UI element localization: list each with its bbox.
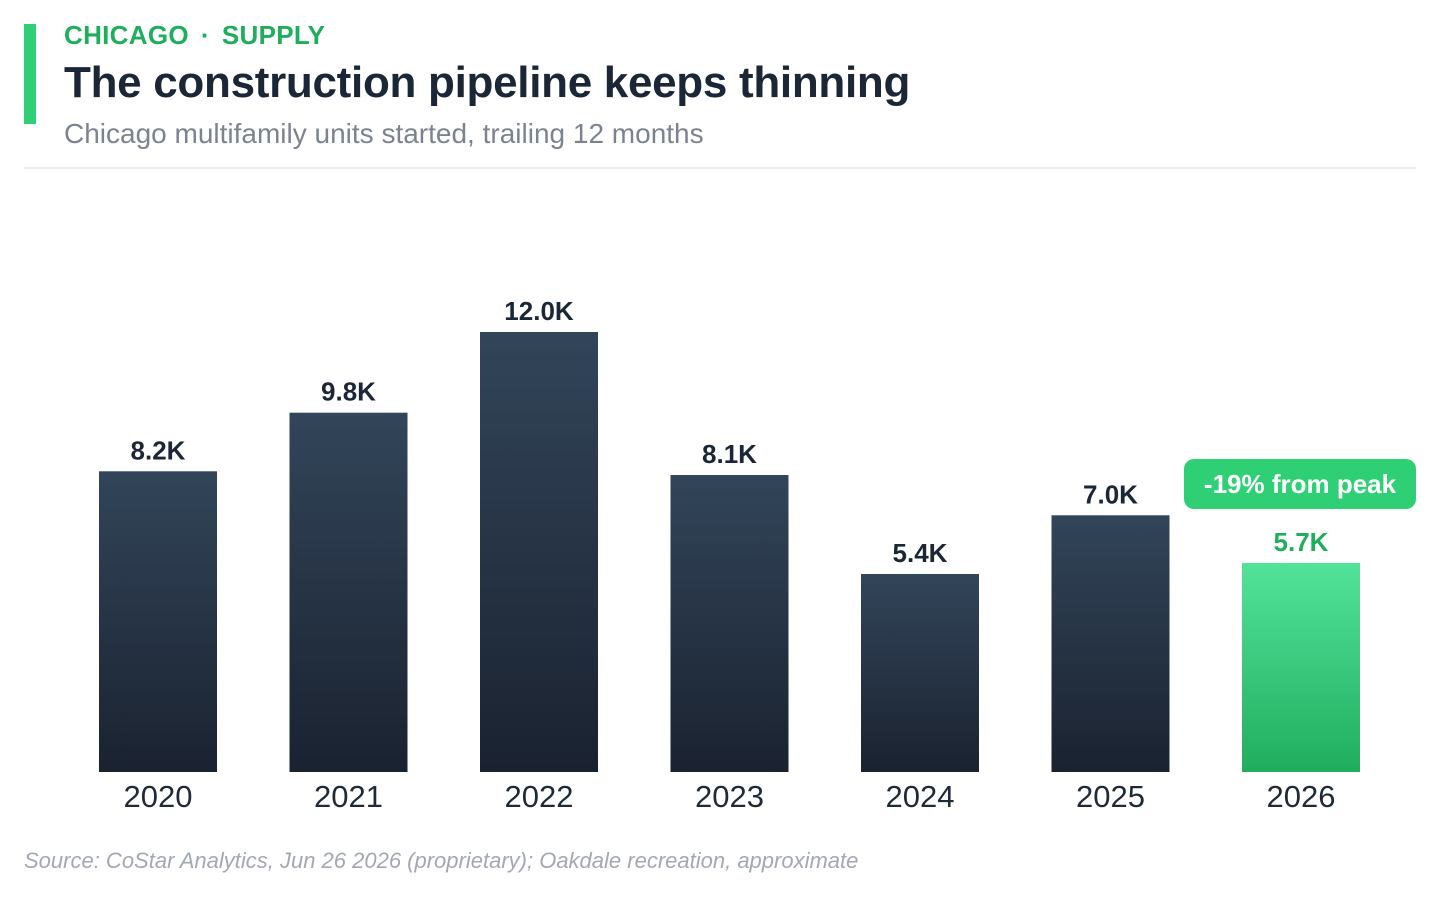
bars-group [99, 332, 1360, 772]
x-tick-label-2020: 2020 [124, 779, 193, 814]
bar-2023 [670, 475, 789, 772]
kicker-city: CHICAGO [64, 20, 189, 50]
bar-2025 [1051, 515, 1170, 772]
x-tick-label-2022: 2022 [505, 779, 574, 814]
bar-2026 [1242, 563, 1360, 772]
x-tick-label-2024: 2024 [886, 779, 955, 814]
source-note: Source: CoStar Analytics, Jun 26 2026 (p… [24, 848, 859, 873]
bar-2022 [480, 332, 598, 772]
bar-2024 [861, 574, 979, 772]
value-label-2024: 5.4K [893, 538, 948, 568]
x-tick-label-2021: 2021 [314, 779, 383, 814]
value-label-2022: 12.0K [504, 296, 574, 326]
value-label-2020: 8.2K [131, 435, 186, 465]
value-labels-group: 8.2K 9.8K 12.0K 8.1K 5.4K 7.0K 5.7K [131, 296, 1329, 568]
kicker-separator: · [200, 20, 210, 50]
x-tick-labels-group: 2020 2021 2022 2023 2024 2025 2026 [124, 779, 1336, 814]
x-tick-label-2023: 2023 [695, 779, 764, 814]
accent-rule [24, 24, 36, 124]
header-divider [24, 167, 1416, 169]
annotation-pill [1184, 459, 1416, 509]
annotation-group: -19% from peak [1184, 459, 1416, 509]
kicker: CHICAGO · SUPPLY [64, 20, 325, 51]
x-tick-label-2026: 2026 [1267, 779, 1336, 814]
value-label-2025: 7.0K [1083, 479, 1138, 509]
chart-subtitle: Chicago multifamily units started, trail… [64, 118, 704, 149]
bar-2020 [99, 471, 217, 772]
kicker-topic: SUPPLY [221, 20, 326, 50]
value-label-2026: 5.7K [1274, 527, 1329, 557]
annotation-text: -19% from peak [1204, 469, 1397, 499]
chart-title: The construction pipeline keeps thinning [64, 58, 911, 107]
bar-2021 [289, 412, 408, 772]
x-tick-label-2025: 2025 [1076, 779, 1145, 814]
value-label-2023: 8.1K [702, 439, 757, 469]
value-label-2021: 9.8K [321, 377, 376, 407]
